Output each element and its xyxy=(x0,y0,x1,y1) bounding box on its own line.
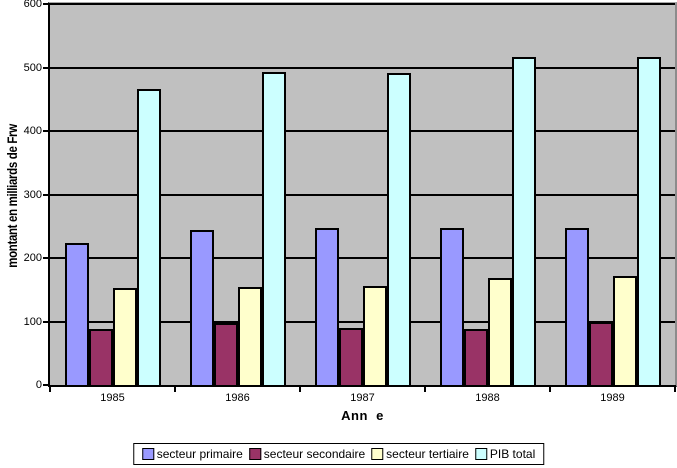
x-tick-mark xyxy=(424,385,426,392)
legend: secteur primaire secteur secondaire secteu… xyxy=(132,443,545,465)
y-tick-label-100: 100 xyxy=(23,315,42,328)
bar-secteur-secondaire-1989 xyxy=(588,322,613,385)
legend-item-secteur-tertiaire: secteur tertiaire xyxy=(371,448,469,460)
y-tick-label-600: 600 xyxy=(23,0,42,10)
plot-area xyxy=(48,2,677,387)
bar-secteur-secondaire-1985 xyxy=(88,328,113,385)
gridline-500 xyxy=(50,66,675,69)
bar-secteur-primaire-1985 xyxy=(64,242,89,385)
gridline-300 xyxy=(50,193,675,196)
bar-group-1986 xyxy=(175,4,300,385)
bar-secteur-tertiaire-1988 xyxy=(487,278,512,385)
legend-item-secteur-secondaire: secteur secondaire xyxy=(248,447,366,461)
bar-secteur-tertiaire-1985 xyxy=(112,288,137,385)
bar-group-1985 xyxy=(50,4,175,385)
y-tick-mark xyxy=(43,66,50,69)
legend-swatch-icon xyxy=(248,448,261,460)
y-tick-mark xyxy=(43,3,50,5)
y-tick-label-300: 300 xyxy=(23,188,42,201)
y-tick-label-0: 0 xyxy=(35,379,42,391)
x-tick-label-1986: 1986 xyxy=(225,392,250,404)
bar-secteur-primaire-1986 xyxy=(189,230,214,385)
legend-label: secteur primaire xyxy=(156,447,243,461)
y-tick-mark xyxy=(43,130,50,132)
x-axis-title: Ann e xyxy=(341,408,384,423)
y-tick-mark xyxy=(43,384,50,386)
x-tick-mark xyxy=(49,385,51,392)
bar-secteur-primaire-1987 xyxy=(314,228,339,385)
bar-PIB-total-1989 xyxy=(636,56,661,385)
legend-swatch-icon xyxy=(371,448,384,460)
bar-group-1988 xyxy=(425,4,550,385)
bar-secteur-secondaire-1986 xyxy=(213,322,238,385)
x-tick-mark xyxy=(174,385,176,392)
y-tick-mark xyxy=(43,320,50,323)
y-tick-label-200: 200 xyxy=(23,252,42,264)
x-tick-mark xyxy=(674,385,676,392)
legend-item-PIB-total: PIB total xyxy=(474,447,536,461)
gridline-200 xyxy=(50,257,675,259)
x-tick-mark xyxy=(549,385,551,392)
x-tick-label-1985: 1985 xyxy=(100,392,125,404)
gridline-400 xyxy=(50,130,675,132)
bar-secteur-primaire-1988 xyxy=(439,228,464,385)
legend-label: secteur secondaire xyxy=(263,447,366,461)
x-tick-label-1988: 1988 xyxy=(475,392,500,404)
bar-secteur-tertiaire-1989 xyxy=(612,276,637,385)
y-tick-label-500: 500 xyxy=(23,61,42,74)
legend-item-secteur-primaire: secteur primaire xyxy=(141,447,243,461)
x-tick-mark xyxy=(299,385,301,392)
bar-secteur-secondaire-1987 xyxy=(338,327,363,385)
y-tick-mark xyxy=(43,257,50,259)
legend-swatch-icon xyxy=(141,448,154,460)
bar-group-1987 xyxy=(300,4,425,385)
legend-swatch-icon xyxy=(474,448,487,460)
legend-label: secteur tertiaire xyxy=(386,447,469,461)
bar-PIB-total-1986 xyxy=(261,71,286,385)
gridline-600 xyxy=(50,3,675,5)
bar-PIB-total-1985 xyxy=(136,89,161,385)
x-tick-label-1987: 1987 xyxy=(350,392,375,404)
x-tick-label-1989: 1989 xyxy=(600,392,625,404)
bar-secteur-secondaire-1988 xyxy=(463,329,488,385)
bar-secteur-tertiaire-1986 xyxy=(237,286,262,385)
bar-group-1989 xyxy=(550,4,675,385)
bar-PIB-total-1987 xyxy=(386,72,411,385)
legend-label: PIB total xyxy=(489,447,536,461)
bar-PIB-total-1988 xyxy=(511,57,536,385)
y-tick-mark xyxy=(43,193,50,196)
y-tick-label-400: 400 xyxy=(23,125,42,137)
bar-secteur-primaire-1989 xyxy=(564,228,589,385)
bar-secteur-tertiaire-1987 xyxy=(362,285,387,385)
